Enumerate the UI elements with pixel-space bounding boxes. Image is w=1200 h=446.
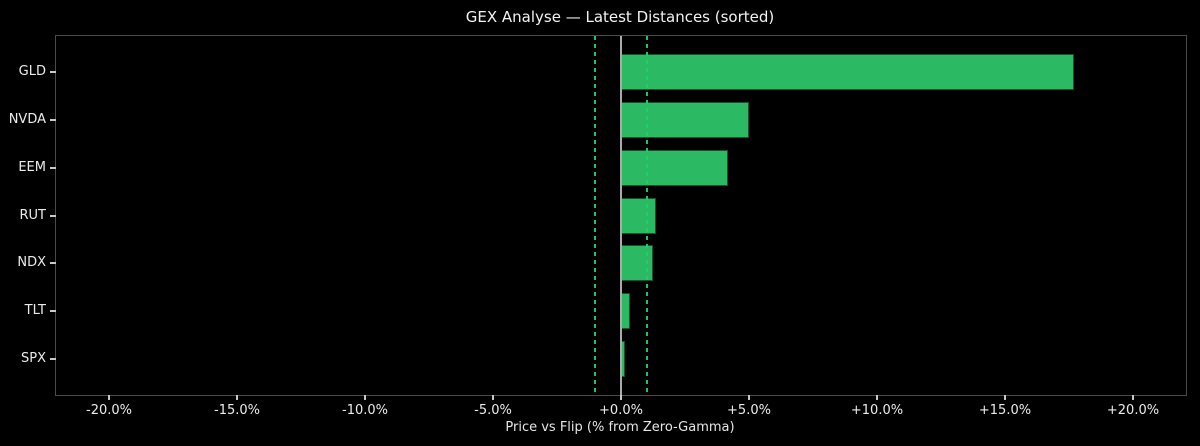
- x-tick-mark: [1132, 395, 1134, 400]
- chart-title: GEX Analyse — Latest Distances (sorted): [465, 8, 775, 26]
- bar-tlt: [621, 293, 630, 329]
- x-axis-label: Price vs Flip (% from Zero-Gamma): [505, 420, 735, 435]
- zero-line: [620, 36, 622, 395]
- y-tick-mark: [50, 310, 56, 312]
- threshold-line: [646, 36, 648, 395]
- bar-eem: [621, 150, 729, 186]
- x-tick-mark: [876, 395, 878, 400]
- y-tick-mark: [50, 119, 56, 121]
- x-tick-label: -5.0%: [474, 403, 512, 418]
- y-tick-mark: [50, 358, 56, 360]
- x-tick-label: +15.0%: [978, 403, 1032, 418]
- bar-ndx: [621, 245, 653, 281]
- x-tick-label: +5.0%: [727, 403, 771, 418]
- x-tick-mark: [1004, 395, 1006, 400]
- x-tick-mark: [364, 395, 366, 400]
- x-tick-label: +0.0%: [599, 403, 643, 418]
- x-tick-label: +20.0%: [1106, 403, 1160, 418]
- x-tick-label: +10.0%: [850, 403, 904, 418]
- plot-area: GLD NVDA EEM RUT NDX TLT SPX -20.0% -15.0% -10.0%…: [9, 35, 1187, 418]
- bar-gld: [621, 54, 1074, 90]
- y-tick-label-tlt: TLT: [24, 303, 46, 318]
- bar-nvda: [621, 102, 749, 138]
- x-tick-mark: [236, 395, 238, 400]
- y-tick-mark: [50, 71, 56, 73]
- y-tick-mark: [50, 215, 56, 217]
- x-tick-label: -20.0%: [86, 403, 132, 418]
- y-tick-label-spx: SPX: [21, 351, 46, 366]
- y-tick-label-eem: EEM: [18, 160, 46, 175]
- x-tick-mark: [620, 395, 622, 400]
- x-tick-mark: [108, 395, 110, 400]
- x-tick-mark: [492, 395, 494, 400]
- y-tick-label-gld: GLD: [18, 64, 46, 79]
- y-tick-label-ndx: NDX: [17, 255, 46, 270]
- y-tick-label-rut: RUT: [19, 208, 47, 223]
- threshold-line: [594, 36, 596, 395]
- bar-rut: [621, 198, 656, 234]
- x-tick-label: -15.0%: [214, 403, 260, 418]
- y-tick-mark: [50, 167, 56, 169]
- x-tick-label: -10.0%: [342, 403, 388, 418]
- y-tick-label-nvda: NVDA: [8, 112, 46, 127]
- x-tick-mark: [748, 395, 750, 400]
- y-tick-mark: [50, 262, 56, 264]
